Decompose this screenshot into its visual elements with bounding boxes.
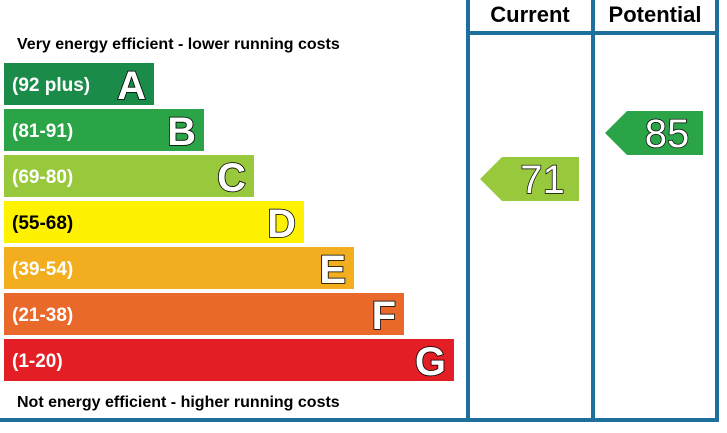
band-bar-d [4, 201, 304, 243]
rating-pointers: 71 85 [480, 111, 703, 203]
bottom-caption: Not energy efficient - higher running co… [17, 394, 340, 411]
potential-rating-arrow [605, 111, 703, 155]
band-bar-a [4, 63, 154, 105]
band-range-label: (81-91) [12, 121, 73, 142]
band-bar-c [4, 155, 254, 197]
current-rating-arrow [480, 157, 579, 201]
band-letter: D [267, 202, 296, 246]
band-c: (69-80) C [4, 155, 254, 201]
band-range-label: (55-68) [12, 213, 73, 234]
band-range-label: (39-54) [12, 259, 73, 280]
current-rating-value: 71 [520, 158, 565, 202]
band-g: (1-20) G [4, 339, 454, 385]
band-e: (39-54) E [4, 247, 354, 293]
rating-frame [0, 0, 719, 422]
band-range-label: (1-20) [12, 351, 63, 372]
rating-bands: (92 plus) A(81-91) B(69-80) C(55-68) D(39-54… [4, 63, 454, 385]
potential-column-header: Potential [609, 2, 702, 27]
band-letter: C [217, 156, 246, 200]
band-range-label: (69-80) [12, 167, 73, 188]
band-bar-b [4, 109, 204, 151]
band-d: (55-68) D [4, 201, 304, 247]
potential-rating-value: 85 [645, 112, 690, 156]
band-letter: B [167, 110, 196, 154]
band-bar-f [4, 293, 404, 335]
band-bar-e [4, 247, 354, 289]
band-b: (81-91) B [4, 109, 204, 155]
current-rating-pointer: 71 [480, 157, 579, 203]
band-letter: E [319, 248, 346, 292]
band-bar-g [4, 339, 454, 381]
band-range-label: (92 plus) [12, 75, 90, 96]
band-letter: F [372, 294, 396, 338]
band-letter: G [415, 340, 446, 384]
potential-rating-pointer: 85 [605, 111, 703, 157]
top-caption: Very energy efficient - lower running co… [17, 36, 340, 53]
band-f: (21-38) F [4, 293, 404, 339]
band-a: (92 plus) A [4, 63, 154, 109]
band-range-label: (21-38) [12, 305, 73, 326]
band-letter: A [117, 64, 146, 108]
current-column-header: Current [490, 2, 570, 27]
